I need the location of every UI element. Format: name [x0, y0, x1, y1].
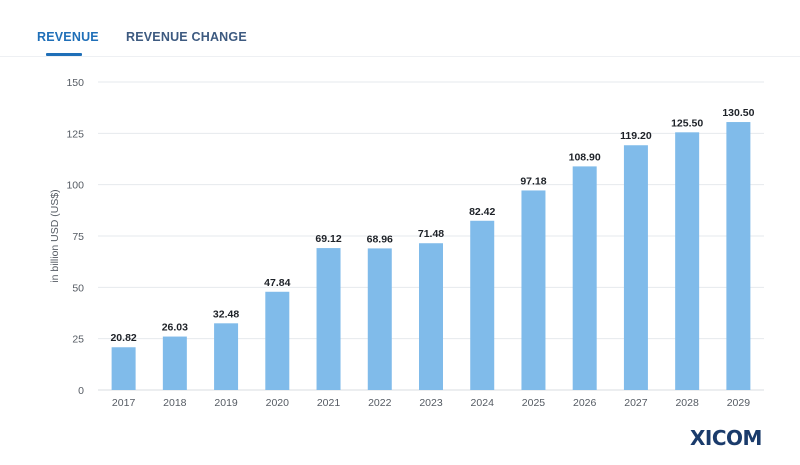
- y-tick-label: 50: [72, 282, 84, 294]
- bar-value-label: 69.12: [315, 233, 341, 245]
- tab-bar: REVENUE REVENUE CHANGE: [0, 0, 800, 57]
- bar: [419, 243, 443, 390]
- bar-value-label: 108.90: [569, 151, 601, 163]
- y-tick-label: 150: [66, 77, 84, 89]
- bar: [111, 347, 136, 390]
- bar: [572, 166, 597, 390]
- active-tab-indicator: [46, 53, 82, 56]
- bar-value-label: 71.48: [418, 228, 444, 240]
- bar-value-label: 119.20: [620, 130, 652, 142]
- bar-value-label: 47.84: [264, 277, 290, 289]
- bar-value-label: 68.96: [367, 233, 393, 245]
- x-tick-label: 2018: [163, 397, 187, 409]
- bar: [162, 336, 187, 390]
- x-tick-label: 2024: [471, 397, 495, 409]
- bar-value-label: 26.03: [162, 322, 188, 334]
- xicom-logo: XICOM: [690, 426, 762, 450]
- x-tick-label: 2028: [675, 397, 699, 409]
- y-tick-label: 25: [72, 334, 84, 346]
- bar: [675, 132, 700, 390]
- x-tick-label: 2020: [266, 397, 290, 409]
- bar-value-label: 20.82: [110, 332, 136, 344]
- tab-revenue-change[interactable]: REVENUE CHANGE: [126, 30, 247, 44]
- bar-value-label: 97.18: [520, 175, 546, 187]
- bar-value-label: 125.50: [671, 117, 703, 129]
- y-axis-label: in billion USD (US$): [49, 189, 61, 282]
- bar-value-label: 32.48: [213, 308, 239, 320]
- bar-value-label: 130.50: [722, 107, 754, 119]
- x-tick-label: 2026: [573, 397, 597, 409]
- bar-value-label: 82.42: [469, 206, 495, 218]
- x-tick-label: 2023: [419, 397, 443, 409]
- tab-revenue[interactable]: REVENUE: [37, 30, 99, 44]
- y-tick-label: 75: [72, 231, 84, 243]
- bar: [623, 145, 648, 390]
- x-tick-label: 2017: [112, 397, 136, 409]
- bar: [367, 248, 392, 390]
- x-tick-label: 2022: [368, 397, 392, 409]
- x-tick-label: 2021: [317, 397, 341, 409]
- bar: [726, 122, 751, 390]
- bar: [470, 220, 495, 390]
- y-tick-label: 0: [78, 385, 84, 397]
- x-tick-label: 2029: [727, 397, 751, 409]
- x-tick-label: 2025: [522, 397, 546, 409]
- bar: [265, 291, 290, 390]
- bar: [521, 190, 546, 390]
- x-tick-label: 2027: [624, 397, 648, 409]
- y-tick-label: 100: [66, 180, 84, 192]
- bar: [316, 248, 341, 390]
- y-tick-label: 125: [66, 128, 84, 140]
- bar: [214, 323, 239, 390]
- x-tick-label: 2019: [214, 397, 238, 409]
